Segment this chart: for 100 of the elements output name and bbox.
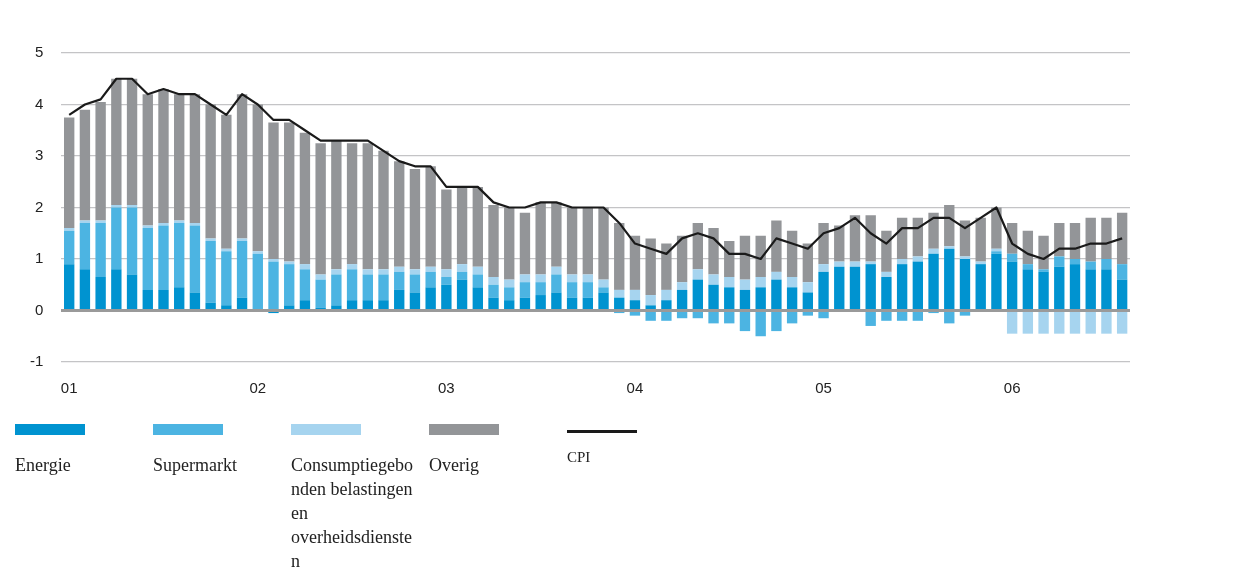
legend-label: CPI xyxy=(567,448,592,467)
bar xyxy=(865,312,876,326)
bar xyxy=(1054,256,1065,267)
bar xyxy=(739,279,751,290)
bar xyxy=(551,266,562,275)
bar xyxy=(944,204,955,247)
bar xyxy=(346,269,358,301)
bar xyxy=(1116,264,1128,280)
bar xyxy=(472,274,483,288)
bar xyxy=(551,274,562,293)
bar xyxy=(236,94,248,239)
bar xyxy=(582,274,593,283)
bar xyxy=(95,222,106,278)
bar xyxy=(252,104,263,252)
bar xyxy=(708,312,719,324)
bar xyxy=(504,207,515,280)
bar xyxy=(739,312,751,332)
bar xyxy=(236,297,248,309)
bar xyxy=(755,235,766,278)
bar xyxy=(299,132,311,265)
y-tick-label: -1 xyxy=(29,352,44,370)
bar xyxy=(692,222,704,270)
bar xyxy=(425,287,436,309)
bar xyxy=(786,230,798,278)
bar xyxy=(1069,312,1081,334)
legend-label: Overig xyxy=(429,454,480,477)
bar xyxy=(1038,271,1049,309)
bar xyxy=(1006,312,1018,334)
bar xyxy=(708,228,719,275)
bar xyxy=(944,246,955,249)
bar xyxy=(1038,269,1049,272)
bar xyxy=(425,266,436,272)
bar xyxy=(299,269,311,301)
bar xyxy=(331,140,342,270)
bar xyxy=(1101,269,1112,309)
bar xyxy=(614,289,625,298)
bar xyxy=(912,312,924,321)
bar xyxy=(692,312,704,319)
bar xyxy=(331,305,342,309)
bar xyxy=(865,215,876,262)
bar xyxy=(881,230,892,272)
bar xyxy=(676,235,688,283)
bar xyxy=(158,89,169,223)
bar xyxy=(739,289,751,309)
bar xyxy=(1116,279,1128,309)
y-tick-label: 3 xyxy=(34,146,44,164)
bar xyxy=(959,256,971,259)
bar xyxy=(786,287,798,309)
bar xyxy=(284,305,295,309)
bar xyxy=(739,235,751,280)
bar xyxy=(488,284,499,298)
bar xyxy=(881,312,892,321)
bar xyxy=(708,274,719,285)
bar xyxy=(959,312,971,316)
bar xyxy=(896,217,908,259)
bar xyxy=(1038,235,1049,270)
bar xyxy=(975,264,986,309)
bar xyxy=(676,289,688,309)
bar xyxy=(126,78,138,205)
bar xyxy=(221,251,232,306)
bar xyxy=(79,220,91,223)
bar xyxy=(676,312,688,319)
bar xyxy=(64,230,75,265)
bar xyxy=(1006,261,1018,309)
y-tick-label: 5 xyxy=(34,43,44,61)
bar xyxy=(771,312,782,332)
bar xyxy=(252,251,263,254)
bar xyxy=(818,264,829,272)
bar xyxy=(582,297,593,309)
bar xyxy=(598,279,609,288)
bar xyxy=(1085,217,1096,262)
bar xyxy=(598,287,609,293)
bar xyxy=(1085,269,1096,309)
bar xyxy=(896,312,908,321)
bar xyxy=(849,261,861,267)
bar xyxy=(158,289,169,309)
x-tick-label: 02 xyxy=(249,379,267,397)
bar xyxy=(331,269,342,275)
bar xyxy=(394,271,405,290)
bar xyxy=(1069,259,1081,265)
bar xyxy=(331,274,342,306)
bar xyxy=(488,277,499,285)
bar xyxy=(409,274,421,293)
bar xyxy=(566,207,578,275)
bar xyxy=(1069,222,1081,259)
x-tick-label: 05 xyxy=(815,379,832,397)
bar xyxy=(79,109,91,221)
bar xyxy=(598,207,609,280)
bar xyxy=(802,282,814,293)
bar xyxy=(456,264,468,272)
bar xyxy=(95,101,106,221)
bar xyxy=(661,243,672,290)
legend-label: Consumptiegebonden belastingen en overheidsdiensten xyxy=(291,454,414,573)
bar xyxy=(394,161,405,267)
bar xyxy=(346,143,358,265)
x-tick-label: 06 xyxy=(1003,379,1021,397)
bar xyxy=(818,222,829,265)
y-tick-label: 2 xyxy=(34,197,44,215)
bar xyxy=(535,295,546,309)
bar xyxy=(346,300,358,309)
